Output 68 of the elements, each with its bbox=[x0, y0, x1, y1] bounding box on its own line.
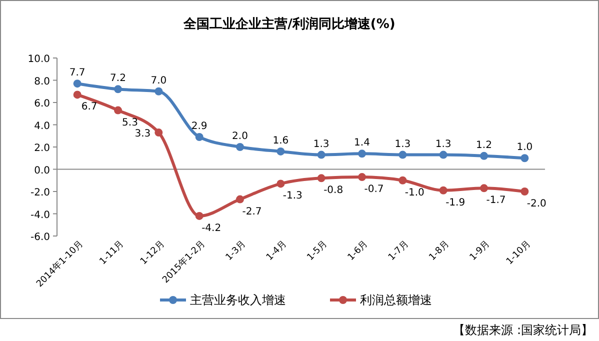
data-label: 2.0 bbox=[232, 131, 248, 142]
text: 【数据来源 :国家统计局】 bbox=[453, 323, 593, 337]
point bbox=[439, 150, 448, 159]
data-label: -1.3 bbox=[282, 190, 302, 202]
x-tick-label: 1-9月 bbox=[468, 239, 492, 263]
point bbox=[398, 150, 407, 159]
point bbox=[154, 87, 163, 96]
y-tick-label: 0.0 bbox=[34, 165, 50, 176]
data-label: 1.2 bbox=[476, 140, 492, 151]
y-tick-label: 10.0 bbox=[28, 54, 50, 65]
point bbox=[317, 150, 326, 159]
data-label: 6.7 bbox=[81, 102, 98, 113]
point bbox=[236, 195, 244, 204]
point bbox=[195, 132, 204, 141]
data-label: -0.8 bbox=[324, 185, 344, 196]
y-tick-label: -2.0 bbox=[30, 188, 50, 198]
data-label: 7.0 bbox=[150, 75, 167, 86]
data-label: -1.0 bbox=[404, 187, 424, 198]
point bbox=[480, 184, 488, 192]
data-label: 3.3 bbox=[134, 128, 151, 140]
x-tick-label: 1-5月 bbox=[306, 239, 330, 263]
point bbox=[195, 212, 204, 220]
data-label: -0.7 bbox=[364, 184, 384, 196]
y-tick-label: 6.0 bbox=[34, 98, 50, 110]
data-label: 5.3 bbox=[122, 117, 138, 128]
point bbox=[520, 154, 529, 162]
data-label: 1.4 bbox=[354, 138, 370, 149]
point bbox=[439, 186, 448, 194]
y-tick-label: 8.0 bbox=[34, 76, 50, 88]
point bbox=[73, 80, 82, 88]
point bbox=[114, 106, 122, 114]
chart-title: 全国工业企业主营/利润同比增速(%) bbox=[182, 16, 396, 32]
point bbox=[276, 147, 285, 156]
data-label: 2.9 bbox=[191, 120, 208, 132]
x-tick-label: 1-6月 bbox=[346, 239, 370, 263]
point bbox=[154, 128, 163, 137]
data-label: 1.6 bbox=[272, 135, 289, 146]
y-tick-label: -6.0 bbox=[30, 232, 50, 243]
data-label: -1.9 bbox=[446, 197, 466, 208]
x-tick-label: 1-8月 bbox=[428, 239, 452, 263]
point bbox=[276, 180, 285, 188]
point bbox=[358, 173, 366, 182]
point bbox=[358, 150, 366, 158]
point bbox=[317, 174, 326, 182]
point bbox=[520, 188, 529, 196]
data-label: 1.3 bbox=[435, 138, 452, 150]
y-tick-label: 2.0 bbox=[34, 143, 50, 154]
x-tick-label: 1-7月 bbox=[386, 239, 411, 263]
x-tick-label: 1-3月 bbox=[224, 239, 248, 263]
data-label: 7.2 bbox=[110, 73, 126, 84]
data-label: 7.7 bbox=[69, 68, 86, 79]
point bbox=[398, 176, 407, 184]
legend-label: 利润总额增速 bbox=[360, 293, 432, 307]
x-tick-label: 1-4月 bbox=[264, 239, 289, 263]
point bbox=[73, 90, 82, 99]
data-label: -1.7 bbox=[486, 195, 506, 206]
data-label: 1.0 bbox=[516, 142, 533, 154]
data-label: -2.0 bbox=[526, 198, 546, 210]
legend-label: 主营业务收入增速 bbox=[190, 293, 286, 307]
point bbox=[114, 85, 122, 94]
data-label: -2.7 bbox=[242, 206, 262, 218]
data-label: -4.2 bbox=[202, 222, 222, 234]
y-tick-label: -4.0 bbox=[30, 210, 50, 221]
point bbox=[480, 152, 488, 160]
data-label: 1.3 bbox=[313, 138, 330, 150]
y-tick-label: 4.0 bbox=[34, 120, 50, 132]
data-label: 1.3 bbox=[394, 138, 411, 150]
point bbox=[236, 143, 244, 151]
